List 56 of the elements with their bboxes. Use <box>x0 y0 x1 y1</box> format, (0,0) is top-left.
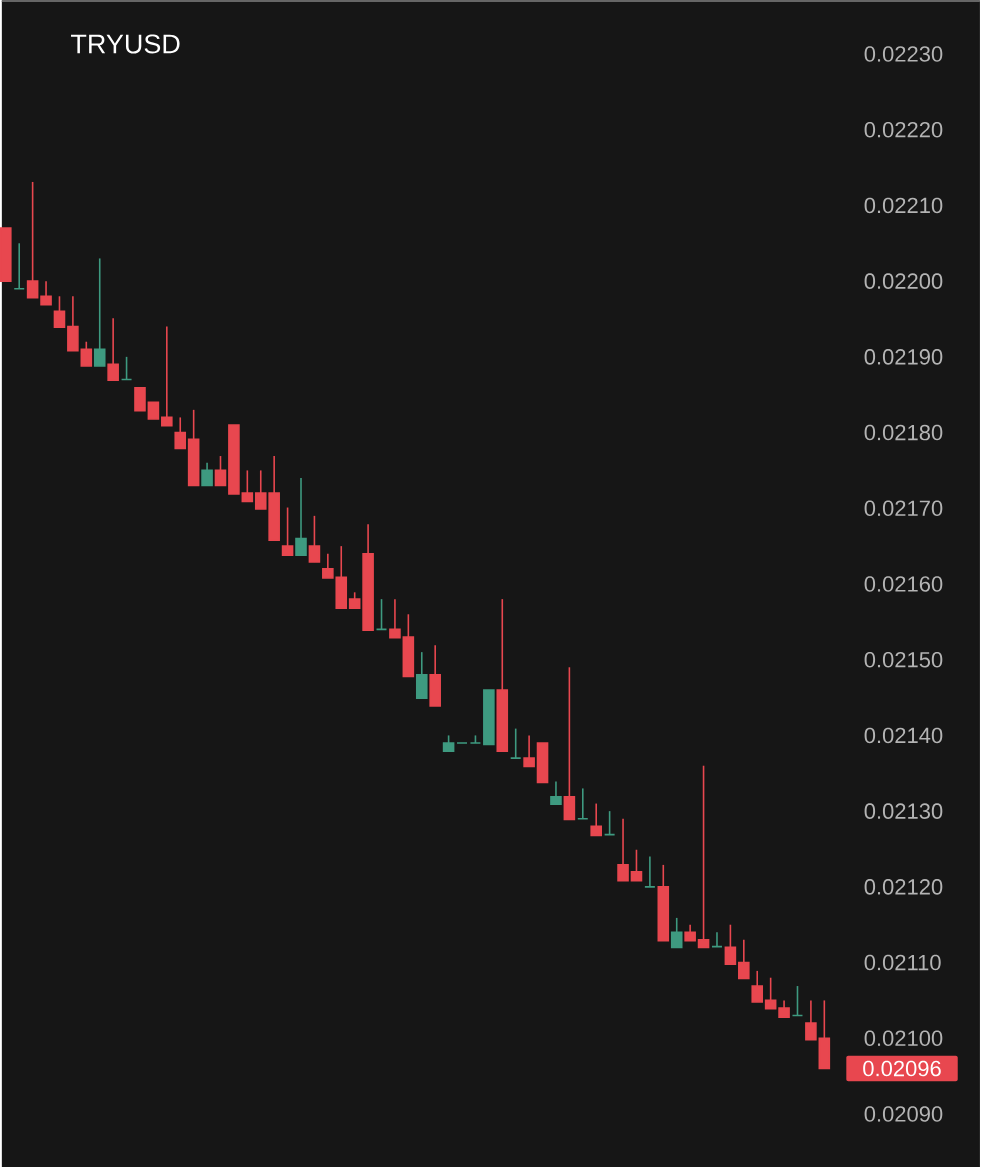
candlestick <box>590 802 603 837</box>
candlestick <box>764 976 777 1010</box>
candlestick <box>791 985 804 1017</box>
candlestick <box>295 477 307 557</box>
candlestick <box>577 787 589 820</box>
candlestick <box>644 855 656 888</box>
candlestick <box>805 999 817 1041</box>
candlestick <box>161 325 173 427</box>
y-tick-label: 0.02230 <box>864 46 943 62</box>
candlestick <box>134 387 146 412</box>
candlestick <box>308 515 321 563</box>
candlestick <box>40 280 52 306</box>
y-tick-label: 0.02170 <box>864 500 943 517</box>
candlestick <box>389 598 401 639</box>
candlestick <box>697 764 710 949</box>
y-tick-label: 0.02090 <box>864 1106 943 1122</box>
y-tick-label: 0.02100 <box>864 1030 943 1047</box>
candlestick <box>241 469 254 503</box>
candlestick <box>509 727 522 759</box>
y-tick-label: 0.02190 <box>864 349 943 365</box>
candlestick <box>174 416 187 450</box>
candlestick <box>523 734 535 768</box>
candlestick <box>550 780 562 806</box>
candlestick <box>724 923 737 965</box>
candlestick <box>26 181 39 299</box>
y-tick-label: 0.02140 <box>864 727 943 744</box>
candlestick <box>751 970 764 1003</box>
candlestick <box>120 356 133 381</box>
candlestick <box>630 848 643 882</box>
y-tick-label: 0.02210 <box>864 197 943 214</box>
candlestick <box>670 917 683 949</box>
y-tick-label: 0.02120 <box>864 879 943 895</box>
y-tick-label: 0.02180 <box>864 424 943 441</box>
candlestick <box>617 817 629 882</box>
y-tick-label: 0.02150 <box>864 651 943 668</box>
candlestick <box>13 242 26 290</box>
candlestick <box>107 317 119 382</box>
y-tick-label: 0.02130 <box>864 803 943 819</box>
candlestick <box>93 257 106 367</box>
candlestick <box>416 651 428 700</box>
candlestick <box>201 462 213 487</box>
candlestick <box>80 340 93 367</box>
candlestick <box>563 666 576 821</box>
y-tick-label: 0.02220 <box>864 121 943 138</box>
candlestick <box>711 931 723 948</box>
y-tick-label: 0.02200 <box>864 273 943 289</box>
y-tick-label: 0.02110 <box>864 954 941 971</box>
candlestick <box>738 939 750 980</box>
candlestick <box>281 506 294 557</box>
candlestick <box>603 810 616 836</box>
y-tick-label: 0.02160 <box>864 576 943 592</box>
candlestick <box>214 455 227 487</box>
text: 0.02096 <box>863 1060 941 1077</box>
candlestick <box>53 295 66 329</box>
candlestick <box>375 598 388 631</box>
text: TRYUSD <box>71 34 180 54</box>
